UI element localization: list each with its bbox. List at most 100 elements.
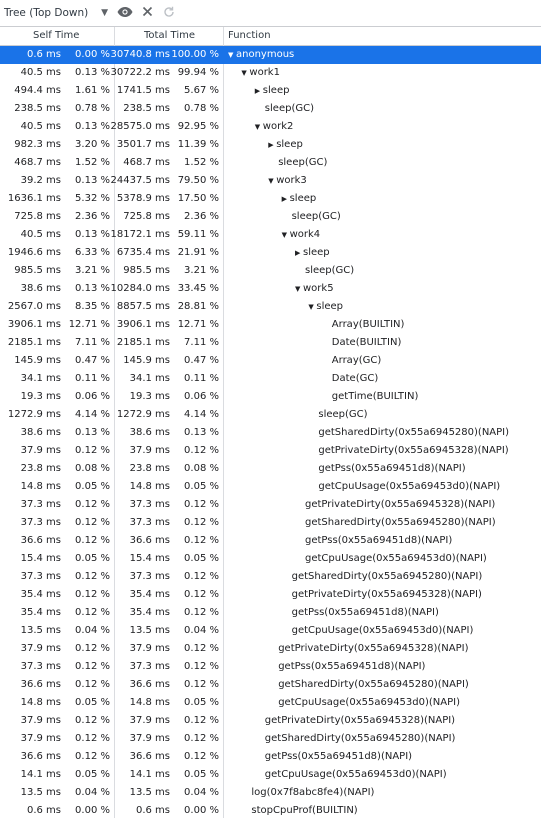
self-time-ms: 2185.1 ms	[8, 334, 61, 352]
restore-button[interactable]	[158, 2, 180, 24]
expand-arrow-right-icon[interactable]: ▶	[295, 244, 303, 262]
function-cell: getPrivateDirty(0x55a6945328)(NAPI)	[292, 586, 482, 604]
self-time-pct: 0.13 %	[75, 280, 110, 298]
self-time-ms: 14.1 ms	[21, 766, 61, 784]
function-name: getPrivateDirty(0x55a6945328)(NAPI)	[265, 715, 455, 726]
function-cell: getCpuUsage(0x55a69453d0)(NAPI)	[292, 622, 474, 640]
function-cell: getPss(0x55a69451d8)(NAPI)	[278, 658, 425, 676]
function-name: getPrivateDirty(0x55a6945328)(NAPI)	[278, 643, 468, 654]
exclude-button[interactable]	[136, 2, 158, 24]
expand-arrow-right-icon[interactable]: ▶	[268, 136, 276, 154]
total-time-pct: 17.50 %	[178, 190, 219, 208]
column-self-time[interactable]: Self Time	[33, 27, 79, 45]
self-time-pct: 0.06 %	[75, 388, 110, 406]
total-time-pct: 0.78 %	[184, 100, 219, 118]
total-time-ms: 14.8 ms	[130, 478, 170, 496]
expand-arrow-right-icon[interactable]: ▶	[282, 190, 290, 208]
function-name: getCpuUsage(0x55a69453d0)(NAPI)	[265, 769, 447, 780]
function-cell: Array(GC)	[332, 352, 381, 370]
total-time-ms: 37.9 ms	[130, 442, 170, 460]
self-time-pct: 0.12 %	[75, 514, 110, 532]
function-cell: ▶sleep	[255, 82, 290, 100]
expand-arrow-down-icon[interactable]: ▼	[268, 172, 276, 190]
total-time-pct: 0.00 %	[184, 802, 219, 820]
total-time-ms: 13.5 ms	[130, 784, 170, 802]
total-time-pct: 0.12 %	[184, 496, 219, 514]
total-time-pct: 11.39 %	[178, 136, 219, 154]
self-time-ms: 35.4 ms	[21, 586, 61, 604]
expand-arrow-down-icon[interactable]: ▼	[228, 46, 236, 64]
self-time-ms: 0.6 ms	[27, 802, 61, 820]
function-cell: getCpuUsage(0x55a69453d0)(NAPI)	[278, 694, 460, 712]
function-name: getSharedDirty(0x55a6945280)(NAPI)	[292, 571, 483, 582]
function-cell: getPrivateDirty(0x55a6945328)(NAPI)	[278, 640, 468, 658]
column-header: Self Time Total Time Function	[0, 27, 541, 46]
expand-arrow-down-icon[interactable]: ▼	[255, 118, 263, 136]
function-name: getPss(0x55a69451d8)(NAPI)	[265, 751, 412, 762]
expand-arrow-down-icon[interactable]: ▼	[282, 226, 290, 244]
self-time-ms: 19.3 ms	[21, 388, 61, 406]
function-cell: sleep(GC)	[292, 208, 341, 226]
expand-arrow-down-icon[interactable]: ▼	[295, 280, 303, 298]
view-mode-select[interactable]: Tree (Top Down) ▼	[0, 7, 114, 19]
focus-button[interactable]	[114, 2, 136, 24]
self-time-ms: 40.5 ms	[21, 226, 61, 244]
column-function[interactable]: Function	[228, 27, 271, 45]
function-name: Date(BUILTIN)	[332, 337, 402, 348]
function-name: log(0x7f8abc8fe4)(NAPI)	[251, 787, 374, 798]
total-time-ms: 10284.0 ms	[111, 280, 170, 298]
total-time-ms: 238.5 ms	[123, 100, 170, 118]
total-time-pct: 92.95 %	[178, 118, 219, 136]
function-cell: getSharedDirty(0x55a6945280)(NAPI)	[318, 424, 509, 442]
expand-arrow-right-icon[interactable]: ▶	[255, 82, 263, 100]
total-time-ms: 36.6 ms	[130, 532, 170, 550]
column-total-time[interactable]: Total Time	[144, 27, 195, 45]
total-time-pct: 4.14 %	[184, 406, 219, 424]
total-time-pct: 0.05 %	[184, 694, 219, 712]
